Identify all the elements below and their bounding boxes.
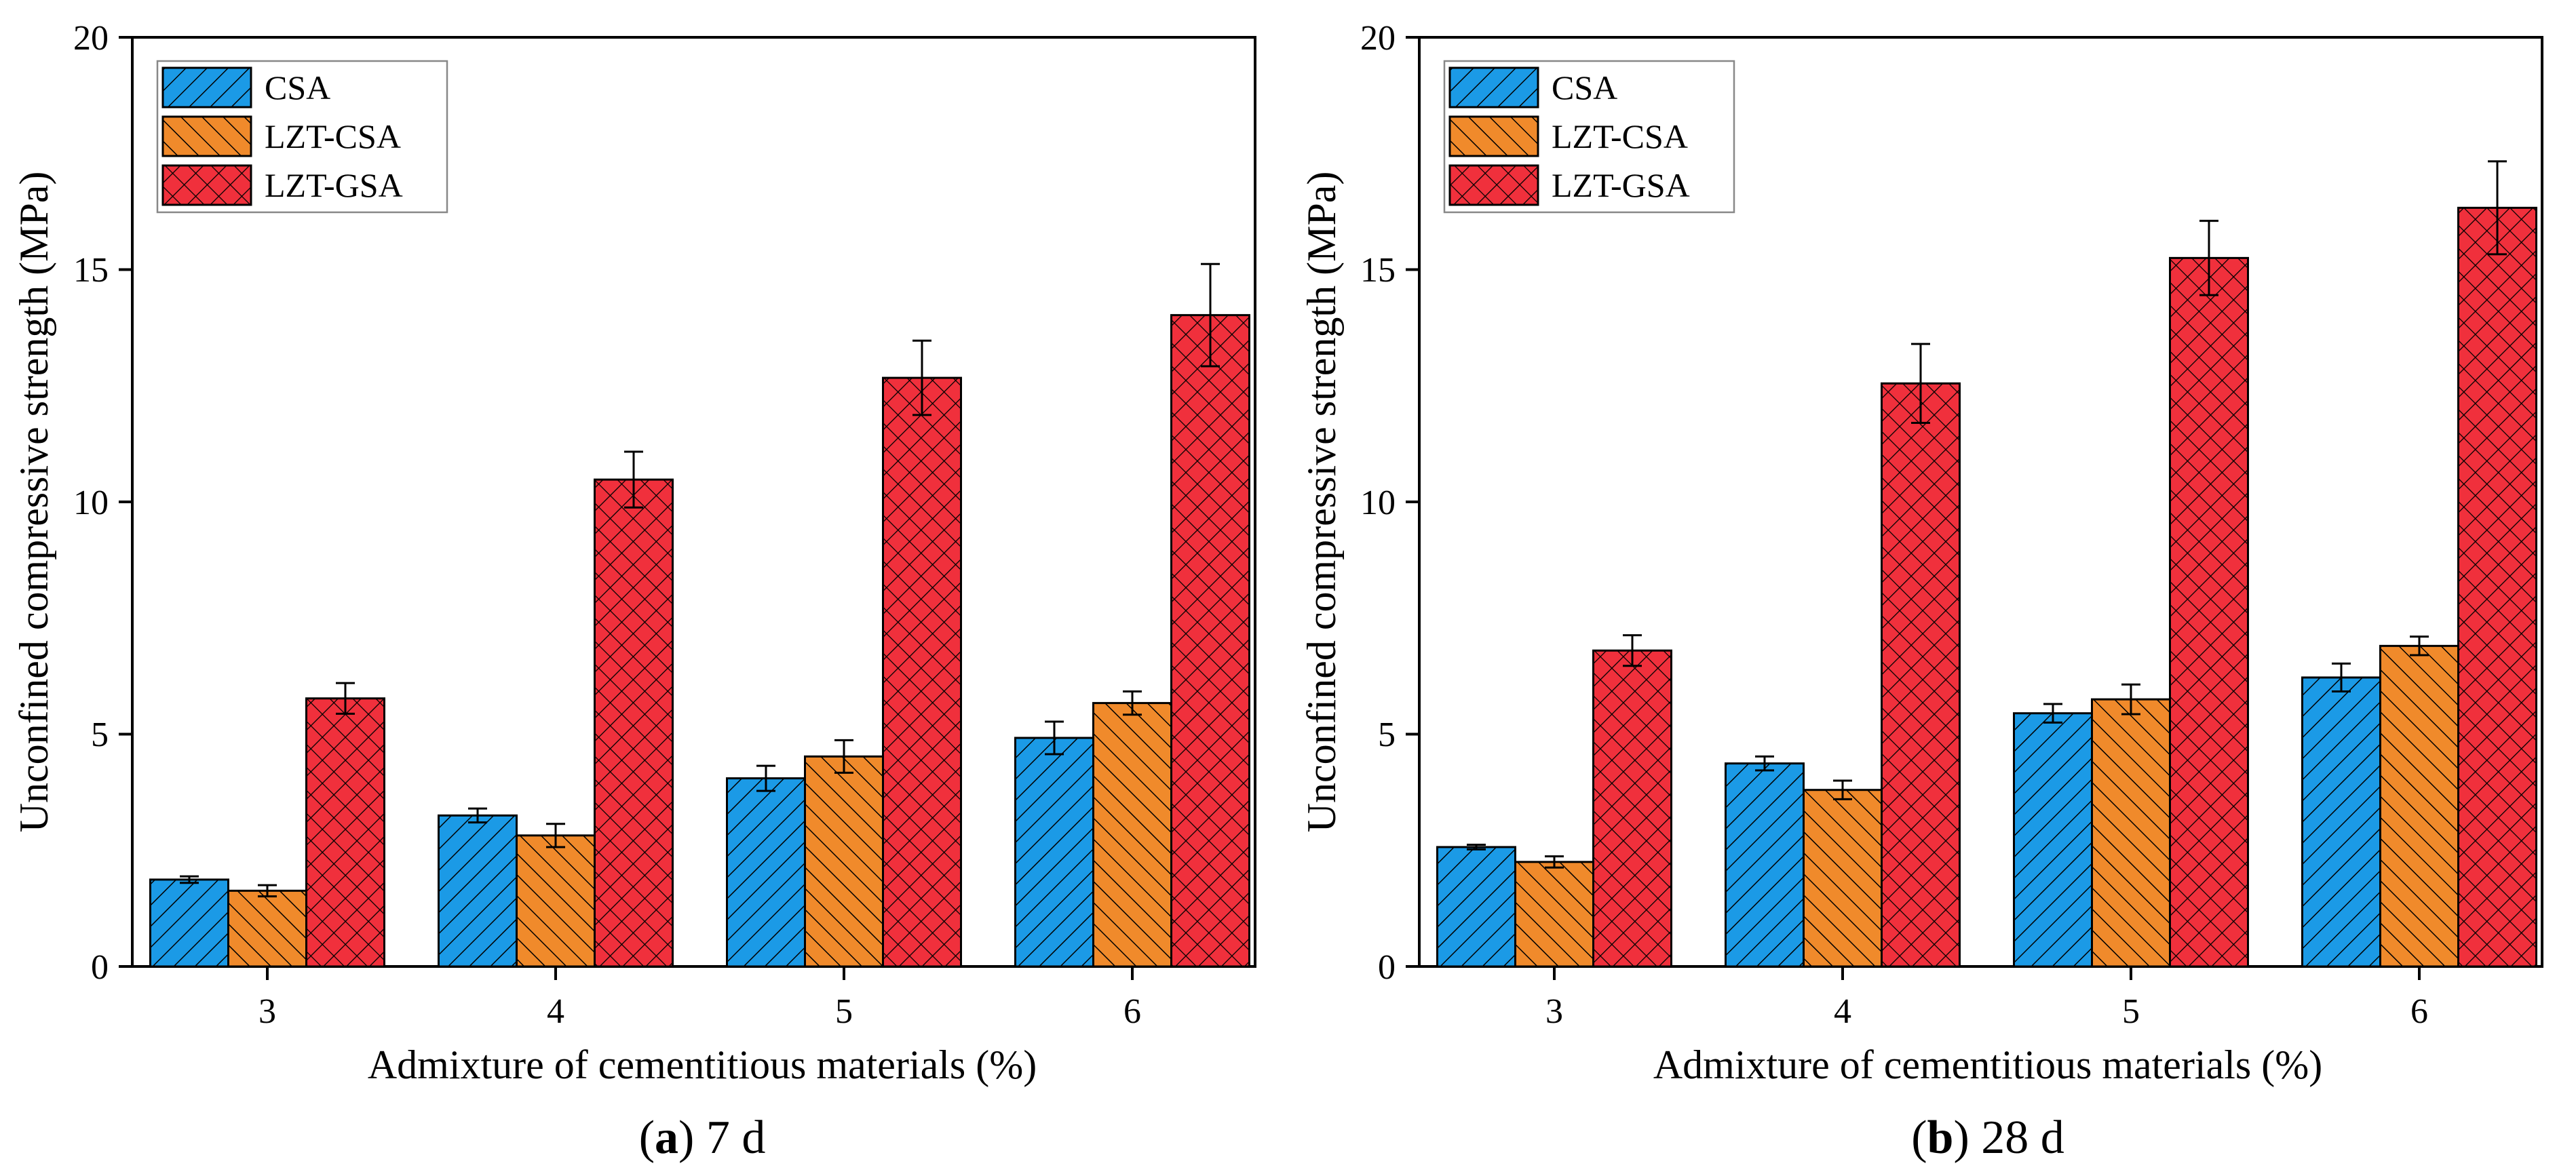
bar-hatch-lzt-gsa-6 xyxy=(2457,206,2537,968)
x-tick-label: 4 xyxy=(1834,992,1851,1031)
legend-label-lzt-gsa: LZT-GSA xyxy=(1552,166,1690,204)
y-tick-label: 15 xyxy=(1360,251,1396,290)
bar-hatch-lzt-csa-6 xyxy=(2379,644,2459,968)
y-tick-label: 10 xyxy=(73,484,109,522)
legend-label-lzt-csa: LZT-CSA xyxy=(1552,117,1688,155)
x-tick-label: 6 xyxy=(2410,992,2428,1031)
legend-b: CSA LZT-CSA LZT-GSA xyxy=(1443,60,1735,214)
x-tick-label: 4 xyxy=(547,992,564,1031)
y-tick-label: 20 xyxy=(73,19,109,58)
x-tick-label: 3 xyxy=(258,992,276,1031)
caption-b: (b) 28 d xyxy=(1911,1112,2064,1164)
legend-a: CSA LZT-CSA LZT-GSA xyxy=(156,60,448,214)
y-tick-label: 10 xyxy=(1360,484,1396,522)
legend-swatch-csa-hatch xyxy=(163,68,251,107)
bar-hatch-csa-6 xyxy=(1014,737,1094,968)
bar-hatch-csa-3 xyxy=(1436,846,1516,968)
bar-hatch-lzt-gsa-6 xyxy=(1170,314,1250,968)
legend-swatch-lzt-gsa-hatch xyxy=(1450,165,1538,205)
bar-hatch-lzt-gsa-4 xyxy=(1881,382,1961,968)
x-tick-label: 5 xyxy=(835,992,853,1031)
bar-hatch-lzt-csa-3 xyxy=(1514,861,1594,968)
y-ticks-a: 0 5 10 15 20 xyxy=(73,19,132,987)
bar-hatch-lzt-csa-5 xyxy=(2091,698,2171,968)
bar-hatch-lzt-gsa-5 xyxy=(2169,256,2249,968)
caption-a-text: 7 d xyxy=(694,1112,765,1164)
caption-b-letter: b xyxy=(1927,1112,1954,1164)
y-tick-label: 0 xyxy=(1378,948,1396,987)
bar-hatch-lzt-gsa-5 xyxy=(882,376,962,968)
bar-series-group-a xyxy=(149,262,1250,968)
x-ticks-b: 3 4 5 6 xyxy=(1545,966,2428,1031)
x-tick-label: 6 xyxy=(1123,992,1141,1031)
legend-label-lzt-csa: LZT-CSA xyxy=(265,117,401,155)
bar-hatch-csa-4 xyxy=(438,814,518,968)
caption-a: (a) 7 d xyxy=(639,1112,766,1164)
y-tick-label: 0 xyxy=(91,948,109,987)
bar-hatch-lzt-csa-5 xyxy=(804,755,884,968)
caption-a-letter: a xyxy=(655,1112,678,1164)
legend-label-csa: CSA xyxy=(1552,69,1617,106)
y-tick-label: 5 xyxy=(1378,716,1396,754)
bar-hatch-lzt-csa-3 xyxy=(227,889,307,968)
y-tick-label: 15 xyxy=(73,251,109,290)
x-tick-label: 5 xyxy=(2122,992,2140,1031)
bar-series-group-b xyxy=(1436,160,2537,968)
caption-b-text: 28 d xyxy=(1969,1112,2064,1164)
x-axis-title-a: Admixture of cementitious materials (%) xyxy=(368,1042,1037,1087)
bar-hatch-csa-5 xyxy=(2013,712,2093,968)
bar-hatch-lzt-csa-6 xyxy=(1092,702,1172,968)
legend-swatch-lzt-csa-hatch xyxy=(163,117,251,156)
bar-hatch-csa-6 xyxy=(2301,676,2381,968)
x-ticks-a: 3 4 5 6 xyxy=(258,966,1141,1031)
legend-label-lzt-gsa: LZT-GSA xyxy=(265,166,403,204)
bar-hatch-lzt-gsa-3 xyxy=(1592,649,1672,968)
bar-hatch-csa-3 xyxy=(149,878,229,968)
bar-hatch-lzt-csa-4 xyxy=(1803,789,1883,968)
chart-panel-b: 0 5 10 15 20 3 4 5 6 Admixture of cement… xyxy=(1299,19,2543,1164)
y-axis-title-b: Unconfined compressive strength (MPa) xyxy=(1299,172,1344,833)
x-axis-title-b: Admixture of cementitious materials (%) xyxy=(1653,1042,2322,1087)
y-tick-label: 5 xyxy=(91,716,109,754)
y-axis-title-a: Unconfined compressive strength (MPa) xyxy=(12,172,56,833)
bar-hatch-lzt-csa-4 xyxy=(516,834,596,968)
bar-hatch-lzt-gsa-3 xyxy=(305,697,385,968)
y-ticks-b: 0 5 10 15 20 xyxy=(1360,19,1419,987)
bar-hatch-lzt-gsa-4 xyxy=(594,478,674,968)
y-tick-label: 20 xyxy=(1360,19,1396,58)
legend-swatch-lzt-gsa-hatch xyxy=(163,165,251,205)
legend-label-csa: CSA xyxy=(265,69,330,106)
x-tick-label: 3 xyxy=(1545,992,1563,1031)
legend-swatch-lzt-csa-hatch xyxy=(1450,117,1538,156)
legend-swatch-csa-hatch xyxy=(1450,68,1538,107)
bar-hatch-csa-4 xyxy=(1725,762,1805,968)
chart-panel-a: 0 5 10 15 20 3 4 5 6 Admixture of cement… xyxy=(12,19,1256,1164)
bar-hatch-csa-5 xyxy=(726,777,806,968)
